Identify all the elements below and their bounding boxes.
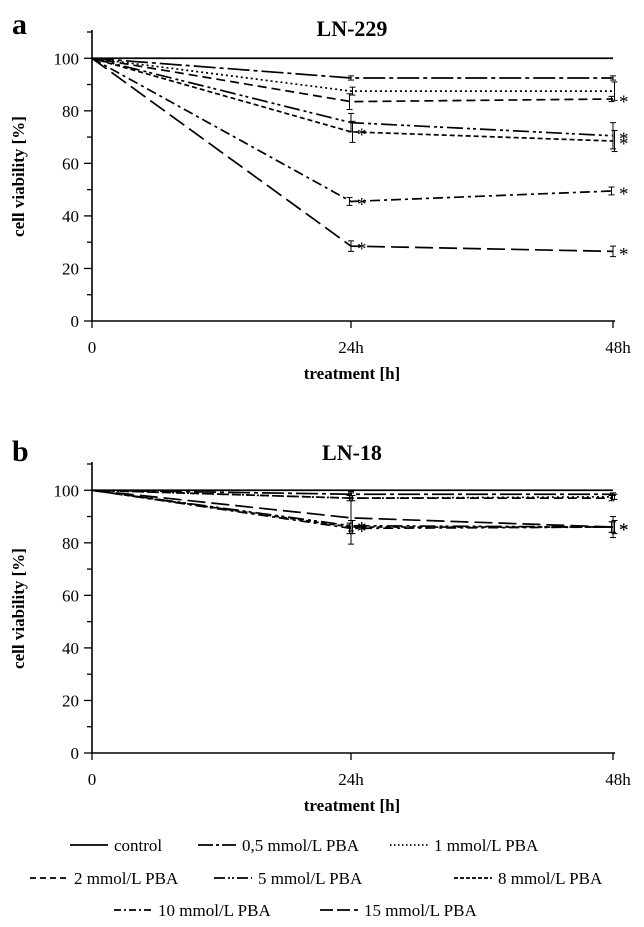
y-tick-label: 80 <box>62 534 79 553</box>
series-line <box>91 57 614 203</box>
legend-item: control <box>70 836 162 855</box>
legend-label: 5 mmol/L PBA <box>258 869 363 888</box>
series-15-mmol-l-pba <box>91 489 616 545</box>
legend-label: 0,5 mmol/L PBA <box>242 836 360 855</box>
legend-label: 10 mmol/L PBA <box>158 901 271 920</box>
series-0-5-mmol-l-pba <box>91 57 616 81</box>
x-axis-label: treatment [h] <box>304 364 400 383</box>
series-10-mmol-l-pba: ** <box>91 57 629 215</box>
significance-marker: * <box>619 134 629 155</box>
y-tick-label: 100 <box>54 481 80 500</box>
legend-item: 8 mmol/L PBA <box>454 869 603 888</box>
legend-item: 15 mmol/L PBA <box>320 901 477 920</box>
y-axis-label: cell viability [%] <box>9 116 28 237</box>
significance-marker: * <box>619 92 629 113</box>
series-line <box>91 489 614 528</box>
series-line <box>91 57 613 79</box>
legend-item: 2 mmol/L PBA <box>30 869 179 888</box>
y-tick-label: 20 <box>62 259 79 278</box>
x-tick-label: 24h <box>338 770 364 789</box>
significance-marker: * <box>619 520 629 541</box>
y-tick-label: 0 <box>71 312 80 331</box>
panel-letter: b <box>12 435 29 468</box>
legend-item: 1 mmol/L PBA <box>390 836 539 855</box>
legend-item: 0,5 mmol/L PBA <box>198 836 360 855</box>
x-tick-label: 48h <box>605 338 631 357</box>
legend-label: 1 mmol/L PBA <box>434 836 539 855</box>
chart-title: LN-229 <box>317 16 388 41</box>
panel-letter: a <box>12 8 27 41</box>
legend-item: 10 mmol/L PBA <box>114 901 271 920</box>
y-tick-label: 40 <box>62 207 79 226</box>
significance-marker: * <box>619 244 629 265</box>
legend-label: 15 mmol/L PBA <box>364 901 477 920</box>
y-tick-label: 20 <box>62 691 79 710</box>
x-tick-label: 24h <box>338 338 364 357</box>
legend-label: control <box>114 836 162 855</box>
significance-marker: * <box>357 521 367 542</box>
significance-marker: * <box>357 520 367 541</box>
significance-marker: * <box>619 184 629 205</box>
series-15-mmol-l-pba: * * <box>91 57 629 265</box>
y-tick-label: 60 <box>62 586 79 605</box>
series-8-mmol-l-pba: * * <box>91 57 629 155</box>
y-tick-label: 60 <box>62 154 79 173</box>
legend-item: 5 mmol/L PBA <box>214 869 363 888</box>
series-line <box>91 57 613 92</box>
y-axis-label: cell viability [%] <box>9 548 28 669</box>
x-tick-label: 0 <box>88 338 97 357</box>
series-line <box>91 57 614 142</box>
y-tick-label: 0 <box>71 744 80 763</box>
y-tick-label: 100 <box>54 49 80 68</box>
x-tick-label: 48h <box>605 770 631 789</box>
legend: control 0,5 mmol/L PBA 1 mmol/L PBA 2 mmol/… <box>30 836 603 920</box>
legend-label: 8 mmol/L PBA <box>498 869 603 888</box>
x-axis-label: treatment [h] <box>304 796 400 815</box>
significance-marker: * <box>357 194 367 215</box>
significance-marker: * <box>357 239 367 260</box>
chart-panel-a: a LN-229 0 20 40 60 80 100 0 24h 48h treatment [h] c… <box>9 8 631 383</box>
chart-title: LN-18 <box>322 440 382 465</box>
significance-marker: * <box>357 519 367 540</box>
significance-marker: * <box>357 125 367 146</box>
series-1-mmol-l-pba <box>91 57 618 101</box>
x-tick-label: 0 <box>88 770 97 789</box>
series-line <box>91 57 614 103</box>
legend-label: 2 mmol/L PBA <box>74 869 179 888</box>
chart-panel-b: b LN-18 0 20 40 60 80 100 0 24h 48h treatment [h] ce… <box>9 435 631 815</box>
significance-marker: * <box>619 520 629 541</box>
y-tick-label: 40 <box>62 639 79 658</box>
series-2-mmol-l-pba: * <box>91 57 629 113</box>
significance-marker: * <box>619 129 629 150</box>
y-tick-label: 80 <box>62 102 79 121</box>
